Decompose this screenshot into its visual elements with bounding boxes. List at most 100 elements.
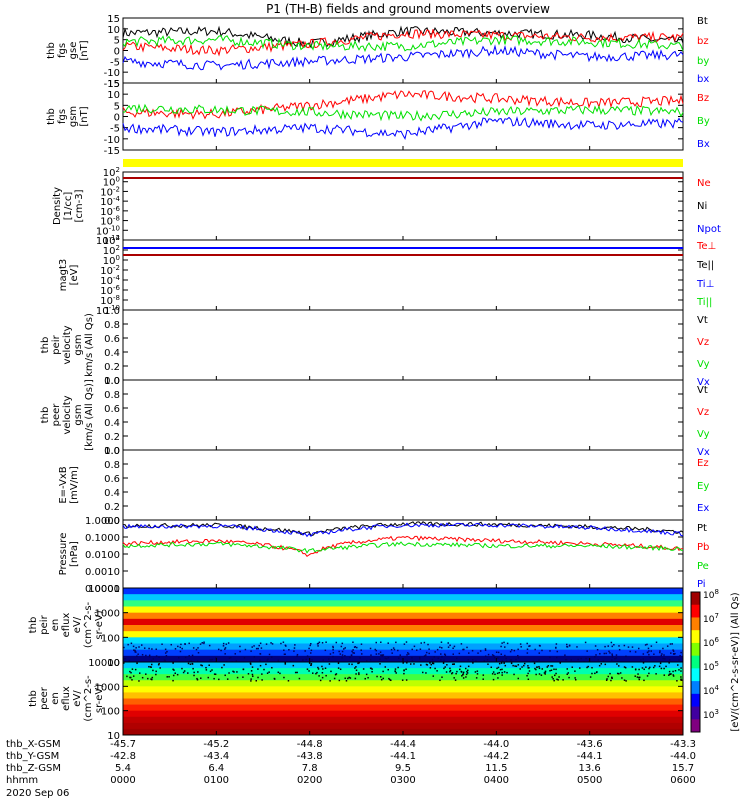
spectrogram-speckle xyxy=(285,645,287,647)
spectrogram-speckle xyxy=(471,659,474,661)
spectrogram-speckle xyxy=(619,672,622,674)
spectrogram-speckle xyxy=(385,657,388,660)
spectrogram-speckle xyxy=(130,676,132,679)
spectrogram-speckle xyxy=(131,679,133,681)
spectrogram-speckle xyxy=(443,667,445,670)
spectrogram-speckle xyxy=(446,664,448,666)
spectrogram-speckle xyxy=(506,642,509,645)
spectrogram-band xyxy=(123,649,683,657)
spectrogram-speckle xyxy=(338,679,341,682)
spectrogram-speckle xyxy=(267,658,269,660)
spectrogram-speckle xyxy=(605,679,608,681)
spectrogram-speckle xyxy=(184,656,187,659)
spectrogram-speckle xyxy=(381,655,383,657)
spectrogram-speckle xyxy=(294,671,297,674)
spectrogram-speckle xyxy=(130,642,133,645)
spectrogram-speckle xyxy=(553,674,556,677)
spectrogram-speckle xyxy=(538,667,541,670)
spectrogram-speckle xyxy=(341,657,343,659)
spectrogram-speckle xyxy=(509,660,512,662)
spectrogram-speckle xyxy=(564,654,566,656)
x-row-value: -42.8 xyxy=(110,751,136,762)
spectrogram-speckle xyxy=(145,654,147,657)
spectrogram-speckle xyxy=(133,649,135,651)
spectrogram-speckle xyxy=(460,643,463,645)
spectrogram-speckle xyxy=(130,671,132,674)
spectrogram-band xyxy=(123,588,683,595)
spectrogram-speckle xyxy=(426,664,429,666)
spectrogram-speckle xyxy=(209,670,212,673)
spectrogram-speckle xyxy=(341,654,344,656)
spectrogram-speckle xyxy=(355,666,357,668)
spectrogram-speckle xyxy=(429,667,432,669)
spectrogram-speckle xyxy=(123,662,125,664)
spectrogram-speckle xyxy=(449,644,451,647)
spectrogram-speckle xyxy=(164,652,167,654)
legend-Bz: Bz xyxy=(697,93,709,104)
spectrogram-speckle xyxy=(191,654,194,657)
spectrogram-speckle xyxy=(277,671,280,674)
spectrogram-speckle xyxy=(378,653,380,655)
spectrogram-speckle xyxy=(504,646,506,648)
spectrogram-speckle xyxy=(655,641,658,644)
spectrogram-speckle xyxy=(284,662,286,664)
spectrogram-speckle xyxy=(270,642,272,644)
spectrogram-speckle xyxy=(172,674,175,677)
x-row-label: thb_Z-GSM xyxy=(6,763,61,774)
spectrogram-speckle xyxy=(496,667,498,670)
spectrogram-speckle xyxy=(239,645,241,648)
spectrogram-speckle xyxy=(611,676,613,679)
spectrogram-speckle xyxy=(137,653,139,655)
spectrogram-speckle xyxy=(456,670,458,673)
spectrogram-speckle xyxy=(311,659,313,661)
spectrogram-speckle xyxy=(461,675,463,677)
spectrogram-speckle xyxy=(436,648,439,651)
spectrogram-speckle xyxy=(618,645,620,647)
spectrogram-speckle xyxy=(610,679,612,682)
x-row-value: 13.6 xyxy=(579,763,601,774)
legend-Ti⊥: Ti⊥ xyxy=(696,279,714,290)
spectrogram-speckle xyxy=(526,648,529,650)
spectrogram-speckle xyxy=(259,642,262,645)
spectrogram-speckle xyxy=(621,677,623,679)
spectrogram-speckle xyxy=(308,670,310,672)
spectrogram-speckle xyxy=(496,657,499,659)
status-bar xyxy=(123,159,683,167)
spectrogram-speckle xyxy=(188,655,190,657)
spectrogram-speckle xyxy=(562,679,564,681)
spectrogram-speckle xyxy=(420,642,422,644)
spectrogram-speckle xyxy=(434,667,436,670)
spectrogram-speckle xyxy=(405,679,408,681)
spectrogram-speckle xyxy=(242,676,244,678)
spectrogram-speckle xyxy=(387,668,389,671)
spectrogram-speckle xyxy=(397,666,399,669)
legend-Te||: Te|| xyxy=(696,260,714,271)
spectrogram-speckle xyxy=(638,678,641,681)
spectrogram-speckle xyxy=(655,673,657,675)
spectrogram-speckle xyxy=(509,659,512,661)
spectrogram-speckle xyxy=(187,662,190,665)
spectrogram-speckle xyxy=(197,647,199,649)
x-row-label: thb_X-GSM xyxy=(6,739,61,750)
y-axis-label: km/s (All Qs) xyxy=(84,313,95,377)
spectrogram-speckle xyxy=(549,656,551,659)
spectrogram-speckle xyxy=(646,675,649,677)
colorbar-frame xyxy=(690,591,701,733)
spectrogram-speckle xyxy=(555,668,557,671)
spectrogram-speckle xyxy=(568,644,571,647)
spectrogram-speckle xyxy=(203,641,205,643)
x-axis-annotation: thb_X-GSM -45.7 -45.2 -44.8 -44.4 -44.0 -43.6-… xyxy=(6,739,696,786)
x-row-value: -44.0 xyxy=(483,739,509,750)
spectrogram-speckle xyxy=(476,670,479,672)
spectrogram-speckle xyxy=(506,671,508,674)
spectrogram-speckle xyxy=(196,677,198,680)
spectrogram-speckle xyxy=(347,677,349,680)
trace-Pe xyxy=(122,541,684,554)
spectrogram-speckle xyxy=(251,646,253,648)
spectrogram-speckle xyxy=(413,663,415,665)
spectrogram-speckle xyxy=(441,676,443,678)
spectrogram-speckle xyxy=(124,660,126,663)
spectrogram-speckle xyxy=(652,666,655,669)
spectrogram-speckle xyxy=(155,673,157,676)
spectrogram-speckle xyxy=(382,677,385,680)
